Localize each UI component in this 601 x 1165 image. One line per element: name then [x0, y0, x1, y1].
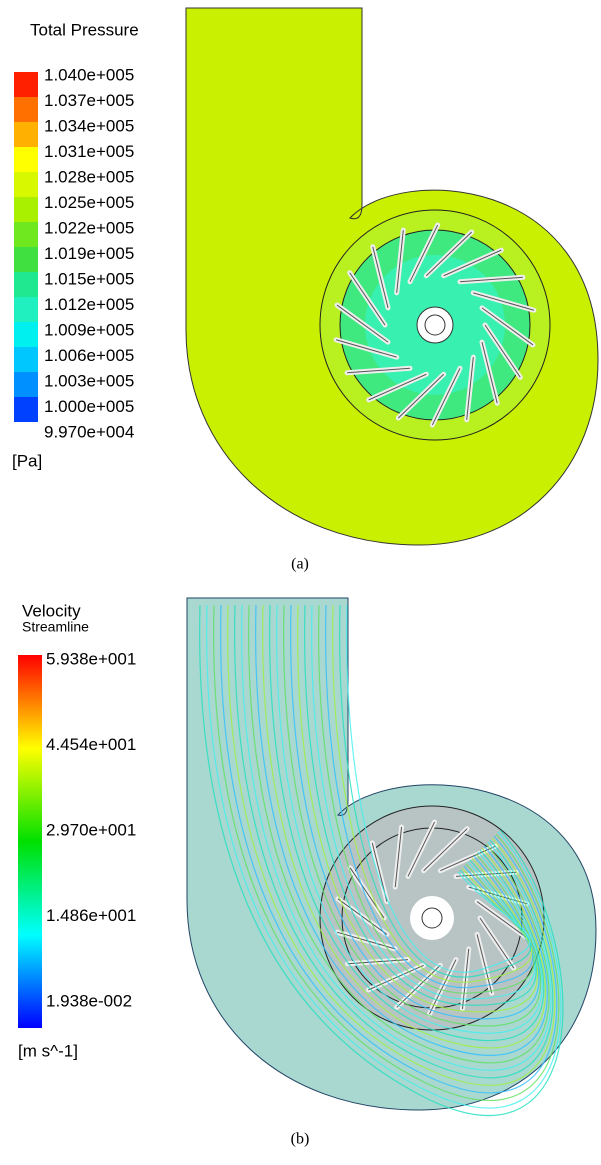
legend-label: 4.454e+001	[46, 735, 136, 754]
legend-label: 1.486e+001	[46, 906, 136, 925]
color-swatch	[14, 172, 38, 197]
legend-label: 1.012e+005	[44, 295, 134, 314]
figure: 1.040e+005 1.037e+005 1.034e+005 1.031e+005…	[0, 0, 601, 1165]
legend-unit: [m s^-1]	[18, 1041, 78, 1060]
legend-title: Total Pressure	[30, 20, 139, 39]
color-swatch	[14, 247, 38, 272]
legend-label: 1.034e+005	[44, 116, 134, 135]
legend-subtitle: Streamline	[22, 619, 89, 635]
color-bar	[18, 655, 42, 1028]
caption: (a)	[291, 556, 309, 573]
color-swatch	[14, 222, 38, 247]
legend-label: 1.938e-002	[46, 991, 132, 1010]
caption: (b)	[291, 1131, 310, 1148]
color-swatch	[14, 372, 38, 397]
legend-unit: [Pa]	[12, 451, 42, 470]
color-swatch	[14, 322, 38, 347]
legend-label: 2.970e+001	[46, 820, 136, 839]
legend-label: 1.040e+005	[44, 65, 134, 84]
legend-label: 1.025e+005	[44, 193, 134, 212]
legend-label: 1.022e+005	[44, 218, 134, 237]
legend-label: 1.019e+005	[44, 244, 134, 263]
legend-label: 1.009e+005	[44, 320, 134, 339]
color-swatch	[14, 72, 38, 97]
color-swatch	[14, 122, 38, 147]
legend-label: 1.015e+005	[44, 269, 134, 288]
legend-label: 1.037e+005	[44, 91, 134, 110]
legend-label: 5.938e+001	[46, 649, 136, 668]
color-swatch	[14, 297, 38, 322]
pressure-contour	[186, 8, 598, 545]
color-swatch	[14, 197, 38, 222]
legend-title: Velocity	[22, 601, 81, 620]
legend-label: 1.028e+005	[44, 167, 134, 186]
color-swatch	[14, 347, 38, 372]
streamline-plot	[187, 598, 596, 1116]
legend-label: 1.006e+005	[44, 346, 134, 365]
legend-label: 1.000e+005	[44, 397, 134, 416]
color-swatch	[14, 97, 38, 122]
legend-label: 9.970e+004	[44, 422, 134, 441]
color-swatch	[14, 147, 38, 172]
color-swatch	[14, 272, 38, 297]
color-swatch	[14, 397, 38, 422]
legend-label: 1.031e+005	[44, 142, 134, 161]
legend-label: 1.003e+005	[44, 371, 134, 390]
